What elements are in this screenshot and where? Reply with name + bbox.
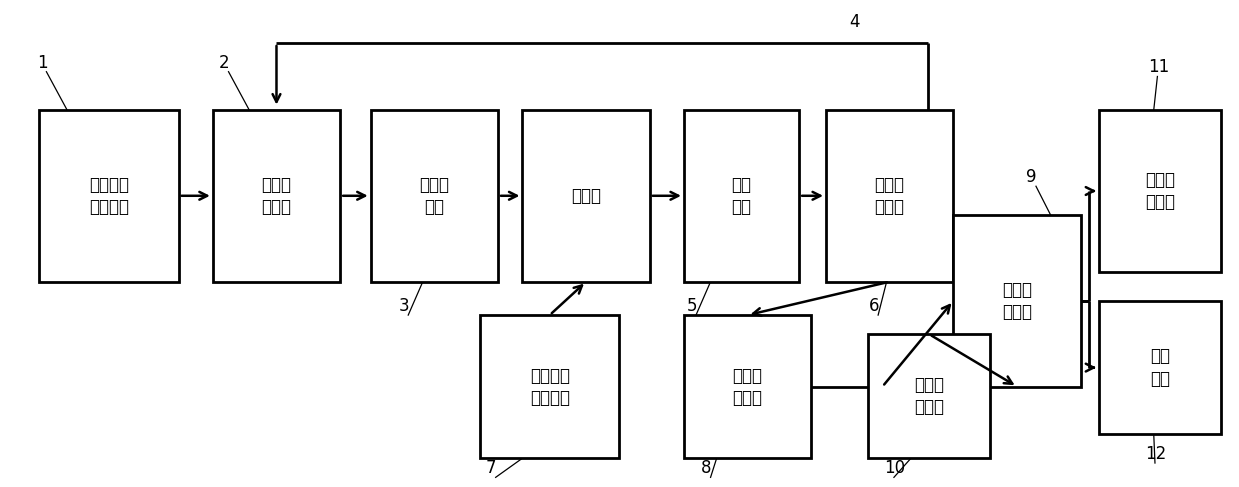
Bar	[826, 110, 953, 281]
Text: 实时数据
采集模块: 实时数据 采集模块	[530, 367, 570, 407]
Bar	[684, 110, 799, 281]
Bar	[953, 215, 1080, 387]
Text: 神经网
络模型: 神经网 络模型	[875, 176, 904, 216]
Text: 报警
模块: 报警 模块	[1150, 348, 1170, 388]
Text: 声音样
本库: 声音样 本库	[419, 176, 450, 216]
Text: 状态显
示模块: 状态显 示模块	[1145, 171, 1175, 211]
Bar	[1099, 301, 1220, 434]
Bar	[684, 315, 812, 458]
Text: 1: 1	[37, 54, 47, 72]
Text: 特征
提取: 特征 提取	[731, 176, 752, 216]
Bar	[1099, 110, 1220, 272]
Text: 12: 12	[1145, 445, 1166, 463]
Text: 4: 4	[849, 13, 860, 31]
Text: 6: 6	[869, 297, 878, 315]
Text: 训练数据
采集模块: 训练数据 采集模块	[89, 176, 129, 216]
Text: 2: 2	[219, 54, 229, 72]
Bar	[479, 315, 620, 458]
Bar	[213, 110, 341, 281]
Text: 8: 8	[701, 459, 711, 477]
Text: 人工经
验模块: 人工经 验模块	[914, 376, 944, 416]
Bar	[40, 110, 178, 281]
Bar	[869, 334, 990, 458]
Bar	[370, 110, 498, 281]
Text: 11: 11	[1147, 58, 1168, 76]
Text: 3: 3	[399, 297, 409, 315]
Text: 10: 10	[885, 459, 906, 477]
Text: 5: 5	[686, 297, 696, 315]
Bar	[523, 110, 649, 281]
Text: 9: 9	[1026, 168, 1037, 186]
Text: 状态识
别模块: 状态识 别模块	[732, 367, 762, 407]
Text: 人工标
记模块: 人工标 记模块	[261, 176, 291, 216]
Text: 识别结
果模块: 识别结 果模块	[1002, 281, 1032, 321]
Text: 预处理: 预处理	[571, 187, 601, 205]
Text: 7: 7	[486, 459, 497, 477]
